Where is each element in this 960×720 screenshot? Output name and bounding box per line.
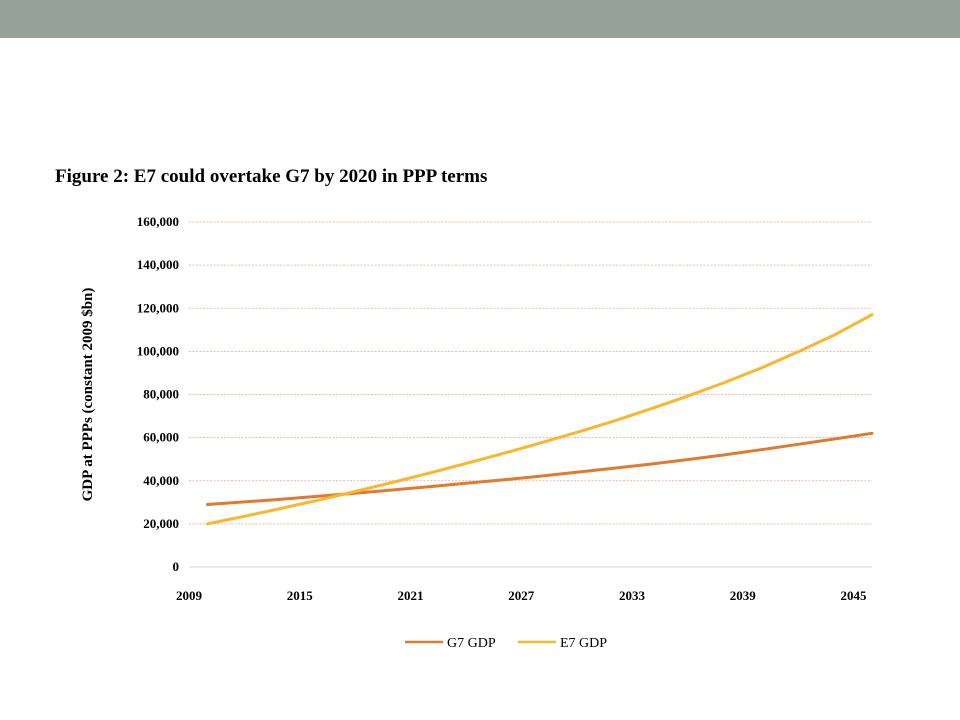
y-tick-label: 100,000 xyxy=(137,343,179,358)
x-tick-label: 2027 xyxy=(508,588,535,603)
series-line-1 xyxy=(206,431,874,506)
legend-label: E7 GDP xyxy=(560,636,607,651)
y-tick-label: 40,000 xyxy=(143,473,179,488)
y-tick-label: 0 xyxy=(173,559,180,574)
y-tick-label: 20,000 xyxy=(143,516,179,531)
x-tick-label: 2033 xyxy=(619,588,646,603)
series-line-2 xyxy=(206,313,874,526)
y-tick-label: 60,000 xyxy=(143,430,179,445)
x-tick-label: 2015 xyxy=(287,588,314,603)
y-axis-label: GDP at PPPs (constant 2009 $bn) xyxy=(80,288,96,502)
legend-label: G7 GDP xyxy=(447,636,496,651)
y-tick-label: 120,000 xyxy=(137,300,179,315)
x-tick-label: 2009 xyxy=(176,588,203,603)
chart-title: Figure 2: E7 could overtake G7 by 2020 i… xyxy=(55,166,488,187)
x-tick-label: 2039 xyxy=(730,588,757,603)
y-tick-label: 80,000 xyxy=(143,387,179,402)
y-tick-label: 160,000 xyxy=(137,214,179,229)
slide-header-bar xyxy=(0,0,960,38)
x-tick-label: 2021 xyxy=(398,588,424,603)
x-tick-label: 2045 xyxy=(841,588,868,603)
y-tick-label: 140,000 xyxy=(137,257,179,272)
